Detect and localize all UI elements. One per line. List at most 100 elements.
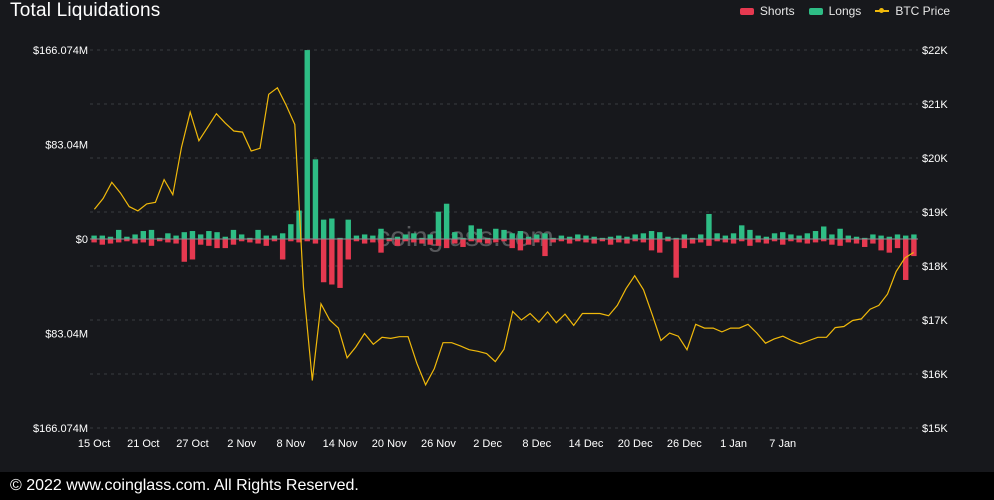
longs-bar [271, 235, 278, 239]
longs-bar [665, 236, 671, 239]
longs-bar [706, 213, 712, 239]
shorts-bar [435, 239, 442, 246]
longs-bar [583, 235, 589, 239]
shorts-bar [607, 239, 614, 245]
shorts-bar [329, 239, 335, 285]
shorts-bar [361, 239, 368, 244]
shorts-bar [771, 239, 778, 242]
longs-bar [91, 235, 97, 239]
x-axis-tick-label: 15 Oct [78, 438, 110, 450]
x-axis-tick-label: 20 Dec [618, 438, 653, 450]
longs-bar [689, 237, 696, 239]
longs-bar [739, 225, 745, 239]
longs-bar [288, 224, 294, 239]
right-axis-tick-label: $15K [922, 423, 948, 435]
shorts-bar [821, 239, 827, 242]
longs-bar [296, 210, 302, 239]
longs-bar [722, 235, 729, 239]
longs-bar [124, 236, 130, 239]
shorts-bar [230, 239, 237, 245]
shorts-bar [181, 239, 187, 262]
longs-bar [337, 237, 343, 239]
shorts-bar [156, 239, 163, 242]
shorts-bar [796, 239, 802, 243]
left-axis-tick-label: $83.04M [45, 139, 88, 151]
shorts-bar [222, 239, 228, 249]
legend-item-longs[interactable]: Longs [808, 4, 861, 18]
x-axis-tick-label: 21 Oct [127, 438, 159, 450]
longs-bar [181, 232, 187, 239]
longs-bar [730, 233, 737, 239]
btc-price-line [93, 86, 914, 387]
shorts-bar [870, 239, 876, 244]
shorts-bar [378, 239, 384, 253]
longs-bar [812, 231, 819, 239]
longs-bar [698, 234, 704, 239]
shorts-bar [845, 239, 852, 243]
shorts-bar [386, 239, 392, 242]
x-axis-tick-label: 26 Dec [667, 438, 702, 450]
longs-bar [599, 237, 606, 239]
longs-bar [714, 233, 720, 239]
shorts-bar [288, 239, 294, 242]
longs-bar [771, 233, 778, 239]
shorts-bar [689, 239, 696, 244]
shorts-bar [353, 239, 360, 242]
chart-legend: Shorts Longs BTC Price [739, 4, 950, 18]
x-axis-tick-label: 20 Nov [372, 438, 407, 450]
longs-bar [591, 236, 597, 239]
shorts-bar [189, 239, 196, 260]
legend-swatch-btc-price [875, 8, 890, 13]
longs-bar [616, 235, 622, 239]
shorts-bar [894, 239, 901, 249]
right-axis-tick-label: $17K [922, 315, 948, 327]
longs-bar [829, 234, 835, 239]
longs-bar [214, 232, 220, 239]
x-axis-tick-label: 14 Dec [569, 438, 604, 450]
shorts-bar [878, 239, 884, 251]
longs-bar [279, 233, 286, 239]
right-axis-tick-label: $18K [922, 261, 948, 273]
longs-bar [329, 218, 335, 239]
legend-item-shorts[interactable]: Shorts [739, 4, 795, 18]
longs-bar [115, 229, 122, 239]
longs-bar [763, 236, 770, 239]
legend-item-btc-price[interactable]: BTC Price [875, 4, 950, 18]
longs-bar [99, 235, 106, 239]
shorts-bar [197, 239, 204, 245]
longs-bar [304, 50, 310, 240]
shorts-bar [599, 239, 606, 242]
longs-bar [255, 229, 261, 239]
longs-bar [148, 229, 155, 239]
legend-label-shorts: Shorts [759, 4, 795, 18]
shorts-bar [238, 239, 245, 242]
longs-bar [780, 232, 786, 239]
x-axis-tick-label: 8 Dec [522, 438, 551, 450]
left-axis-tick-label: $0 [76, 234, 88, 246]
longs-bar [378, 228, 384, 239]
shorts-bar [115, 239, 122, 243]
shorts-bar [558, 239, 565, 242]
right-axis-tick-label: $20K [922, 153, 948, 165]
longs-bar [886, 236, 893, 239]
shorts-bar [263, 239, 269, 246]
x-axis-tick-label: 26 Nov [421, 438, 456, 450]
shorts-bar [493, 239, 499, 243]
longs-bar [107, 236, 114, 239]
shorts-bar [542, 239, 548, 257]
longs-bar [345, 219, 351, 239]
shorts-bar [99, 239, 106, 245]
longs-bar [353, 235, 360, 239]
shorts-bar [739, 239, 745, 242]
longs-bar [197, 234, 204, 239]
shorts-bar [804, 239, 811, 244]
left-axis-tick-label: $166.074M [33, 423, 88, 435]
shorts-bar [419, 239, 425, 244]
longs-bar [427, 234, 433, 239]
shorts-bar [255, 239, 261, 244]
longs-bar [206, 231, 212, 239]
shorts-bar [862, 239, 868, 247]
shorts-bar [509, 239, 515, 249]
shorts-bar [345, 239, 351, 260]
longs-bar [673, 237, 679, 239]
